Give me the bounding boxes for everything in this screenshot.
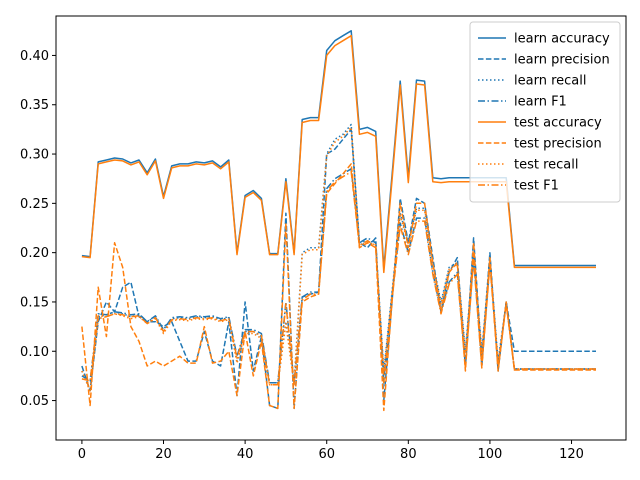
legend-box <box>469 21 621 203</box>
series-line-test-f1 <box>81 171 596 386</box>
legend-label: learn recall <box>514 74 586 89</box>
x-tick-label: 20 <box>155 447 172 462</box>
legend-label: learn precision <box>514 53 610 68</box>
legend-label: test accuracy <box>514 116 602 131</box>
legend-label: test F1 <box>514 179 559 194</box>
legend-label: learn accuracy <box>514 32 610 47</box>
x-axis: 0 20 40 60 80 100 120 <box>78 440 584 462</box>
x-tick-label: 100 <box>478 447 503 462</box>
y-tick-label: 0.30 <box>20 148 49 163</box>
series-line-test-accuracy <box>81 34 596 274</box>
y-tick-label: 0.10 <box>20 345 49 360</box>
y-tick-label: 0.15 <box>20 295 49 310</box>
y-tick-label: 0.20 <box>20 246 49 261</box>
series-layer <box>81 30 596 412</box>
x-tick-label: 40 <box>237 447 254 462</box>
y-tick-label: 0.25 <box>20 197 49 212</box>
x-tick-label: 0 <box>78 447 86 462</box>
plot-frame <box>55 15 627 441</box>
series-line-test-recall <box>81 126 596 392</box>
legend-label: test recall <box>514 158 579 173</box>
legend: learn accuracy learn precision learn recal… <box>469 21 621 203</box>
y-tick-label: 0.35 <box>20 98 49 113</box>
x-tick-label: 80 <box>400 447 417 462</box>
x-tick-label: 60 <box>318 447 335 462</box>
legend-label: learn F1 <box>514 95 567 110</box>
x-tick-label: 120 <box>559 447 584 462</box>
legend-label: test precision <box>514 137 602 152</box>
y-axis: 0.05 0.10 0.15 0.20 0.25 0.30 0.35 0.40 <box>20 49 56 409</box>
y-tick-label: 0.40 <box>20 49 49 64</box>
y-tick-label: 0.05 <box>20 394 49 409</box>
